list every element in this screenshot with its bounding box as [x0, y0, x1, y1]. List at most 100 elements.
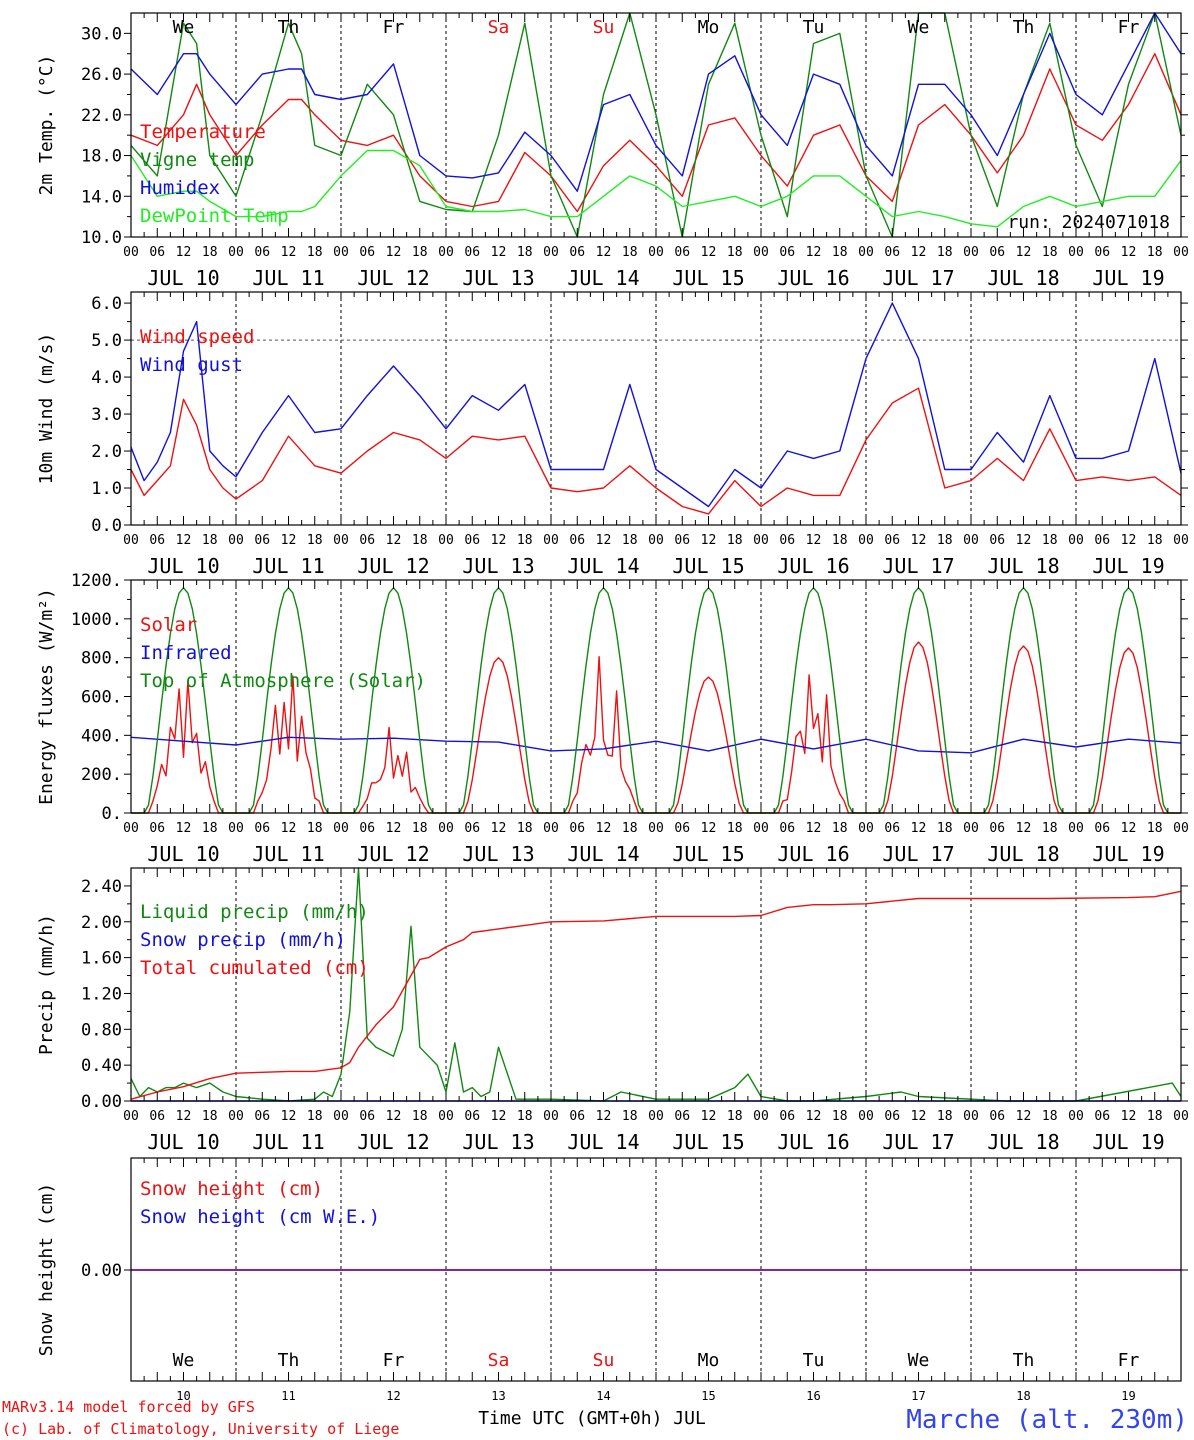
- y-tick-label: 2.0: [91, 442, 122, 462]
- y-tick-label: 800.: [81, 649, 122, 669]
- hour-tick-label: 12: [176, 245, 192, 260]
- date-label: JUL 17: [882, 842, 954, 866]
- series-line-solar: [131, 641, 1181, 814]
- hour-tick-label: 18: [307, 821, 323, 836]
- hour-tick-label: 00: [333, 245, 349, 260]
- hour-tick-label: 18: [307, 245, 323, 260]
- hour-tick-label: 00: [228, 245, 244, 260]
- hour-tick-label: 12: [491, 821, 507, 836]
- hour-tick-label: 00: [963, 245, 979, 260]
- hour-tick-label: 12: [176, 821, 192, 836]
- hour-tick-label: 12: [911, 1109, 927, 1124]
- hour-tick-label: 12: [911, 533, 927, 548]
- date-label: JUL 13: [462, 1130, 534, 1154]
- day-name-top: Tu: [803, 17, 825, 38]
- hour-tick-label: 12: [386, 821, 402, 836]
- hour-tick-label: 06: [884, 245, 900, 260]
- legend-label: Total cumulated (cm): [140, 957, 369, 979]
- hour-tick-label: 12: [596, 533, 612, 548]
- hour-tick-label: 06: [674, 821, 690, 836]
- legend-label: Liquid precip (mm/h): [140, 901, 369, 923]
- day-name-top: Fr: [383, 17, 405, 38]
- series-line-temperature: [130, 53, 1182, 213]
- hour-tick-label: 12: [491, 533, 507, 548]
- date-label: JUL 19: [1092, 266, 1164, 290]
- hour-tick-label: 00: [543, 1109, 559, 1124]
- hour-tick-label: 18: [307, 533, 323, 548]
- date-label: JUL 14: [567, 842, 639, 866]
- y-tick-label: 1200.: [71, 571, 122, 591]
- legend-label: Humidex: [140, 177, 220, 199]
- hour-tick-label: 18: [622, 821, 638, 836]
- series-line-vigne-temp: [130, 12, 1182, 238]
- hour-tick-label: 18: [202, 533, 218, 548]
- series-line-total-cumulated-cm-: [130, 890, 1182, 1100]
- y-tick-label: 10.0: [81, 228, 122, 248]
- date-label: JUL 18: [987, 1130, 1059, 1154]
- hour-tick-label: 06: [359, 821, 375, 836]
- hour-tick-label: 12: [491, 245, 507, 260]
- y-axis-title: Precip (mm/h): [36, 914, 57, 1055]
- hour-tick-label: 18: [1147, 533, 1163, 548]
- hour-tick-label: 00: [228, 821, 244, 836]
- panel-1: 10.0 14.0 18.0 22.0 26.0 30.0 2m Temp. (°C) Tem…: [36, 12, 1189, 290]
- day-name-top: Th: [278, 17, 300, 38]
- hour-tick-label: 18: [832, 245, 848, 260]
- date-label: JUL 16: [777, 266, 849, 290]
- hour-tick-label: 12: [1121, 533, 1137, 548]
- hour-tick-label: 00: [1173, 1109, 1189, 1124]
- y-tick-label: 1.60: [81, 949, 122, 969]
- y-tick-label: 400.: [81, 726, 122, 746]
- legend-label: Wind speed: [140, 326, 254, 348]
- hour-tick-label: 00: [648, 1109, 664, 1124]
- day-number-label: 11: [281, 1389, 295, 1403]
- y-tick-label: 2.00: [81, 913, 122, 933]
- day-name-top: We: [908, 17, 930, 38]
- hour-tick-label: 06: [1094, 533, 1110, 548]
- legend-label: Vigne temp: [140, 149, 254, 171]
- hour-tick-label: 18: [412, 1109, 428, 1124]
- hour-tick-label: 12: [281, 1109, 297, 1124]
- hour-tick-label: 00: [753, 245, 769, 260]
- hour-tick-label: 06: [254, 533, 270, 548]
- hour-tick-label: 18: [832, 1109, 848, 1124]
- date-label: JUL 16: [777, 1130, 849, 1154]
- panel-4: 0.00 0.40 0.80 1.20 1.60 2.00 2.40 Precip (mm/h…: [36, 867, 1189, 1154]
- y-tick-label: 2.40: [81, 877, 122, 897]
- hour-tick-label: 12: [911, 245, 927, 260]
- date-label: JUL 13: [462, 842, 534, 866]
- date-label: JUL 16: [777, 554, 849, 578]
- hour-tick-label: 18: [832, 533, 848, 548]
- hour-tick-label: 00: [543, 821, 559, 836]
- date-label: JUL 14: [567, 554, 639, 578]
- hour-tick-label: 18: [412, 821, 428, 836]
- legend-label: Temperature: [140, 121, 266, 143]
- hour-tick-label: 18: [1042, 245, 1058, 260]
- hour-tick-label: 06: [254, 245, 270, 260]
- hour-tick-label: 12: [806, 245, 822, 260]
- hour-tick-label: 06: [464, 1109, 480, 1124]
- hour-tick-label: 06: [989, 821, 1005, 836]
- y-tick-label: 6.0: [91, 294, 122, 314]
- hour-tick-label: 12: [176, 533, 192, 548]
- date-label: JUL 13: [462, 266, 534, 290]
- hour-tick-label: 06: [779, 1109, 795, 1124]
- hour-tick-label: 00: [123, 533, 139, 548]
- hour-tick-label: 12: [491, 1109, 507, 1124]
- date-label: JUL 10: [147, 842, 219, 866]
- day-number-label: 13: [491, 1389, 505, 1403]
- day-number-label: 17: [911, 1389, 925, 1403]
- hour-tick-label: 00: [1173, 821, 1189, 836]
- hour-tick-label: 18: [1042, 821, 1058, 836]
- date-label: JUL 15: [672, 842, 744, 866]
- hour-tick-label: 12: [806, 821, 822, 836]
- date-label: JUL 16: [777, 842, 849, 866]
- hour-tick-label: 12: [1121, 1109, 1137, 1124]
- hour-tick-label: 12: [386, 533, 402, 548]
- day-name-bottom: We: [908, 1350, 930, 1371]
- y-tick-label: 14.0: [81, 187, 122, 207]
- y-tick-label: 0.00: [81, 1092, 122, 1112]
- hour-tick-label: 00: [333, 533, 349, 548]
- date-label: JUL 12: [357, 1130, 429, 1154]
- hour-tick-label: 18: [727, 821, 743, 836]
